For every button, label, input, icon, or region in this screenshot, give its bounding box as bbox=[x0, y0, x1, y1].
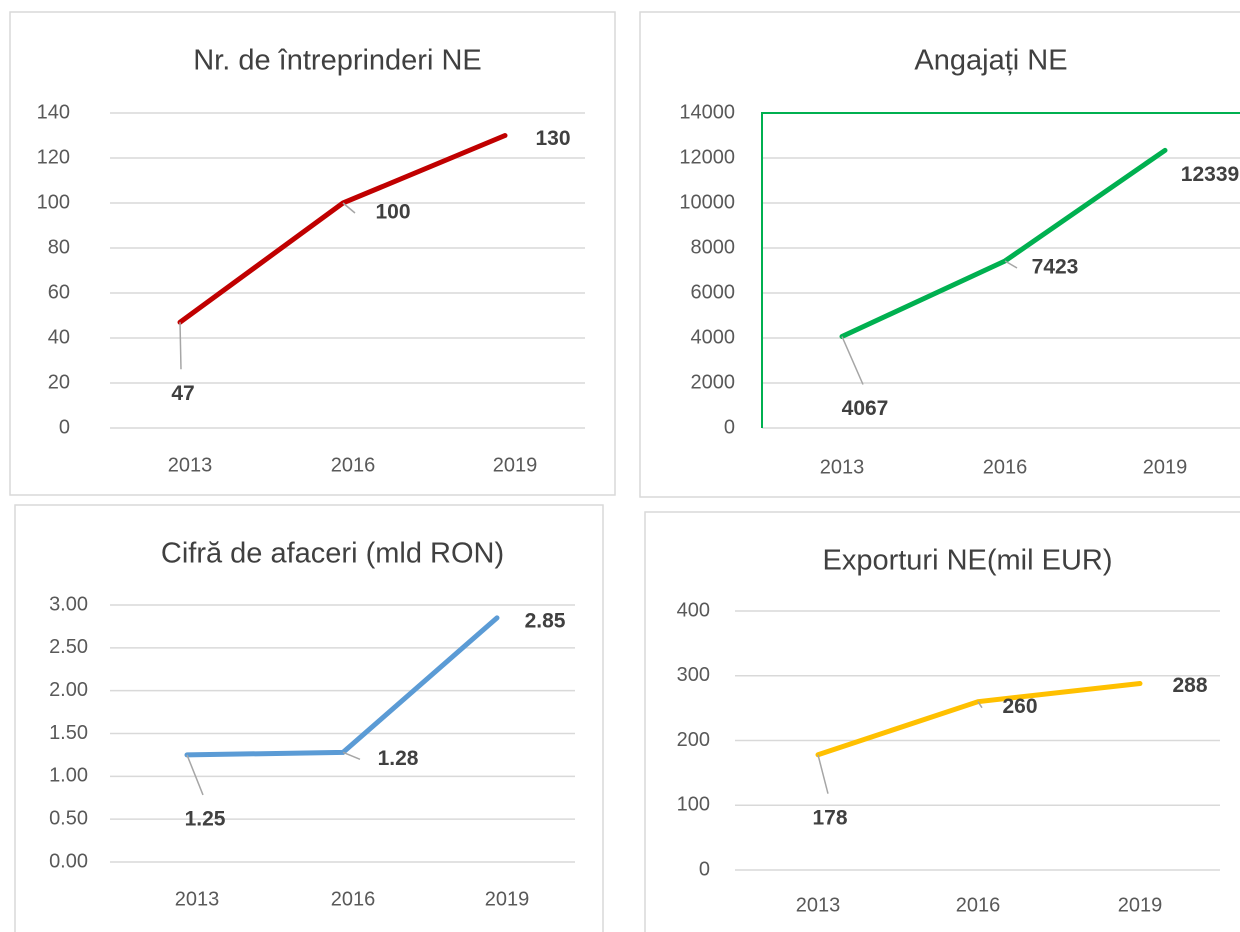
data-label: 288 bbox=[1172, 674, 1207, 697]
data-label: 1.28 bbox=[378, 747, 419, 770]
plot-frame bbox=[761, 112, 1240, 428]
chart-title: Nr. de întreprinderi NE bbox=[193, 45, 482, 77]
data-label: 2.85 bbox=[525, 609, 566, 632]
y-tick-label: 200 bbox=[677, 729, 710, 751]
x-tick-label: 2013 bbox=[796, 894, 841, 916]
data-label: 4067 bbox=[842, 397, 889, 420]
y-tick-label: 0 bbox=[59, 416, 70, 438]
data-label: 7423 bbox=[1032, 256, 1079, 279]
leader-line bbox=[977, 701, 983, 709]
leader-line bbox=[342, 751, 361, 761]
x-tick-label: 2019 bbox=[485, 888, 530, 910]
y-tick-label: 400 bbox=[677, 599, 710, 621]
y-tick-label: 1.00 bbox=[49, 765, 88, 787]
data-label: 12339 bbox=[1181, 163, 1239, 186]
x-tick-label: 2016 bbox=[331, 454, 376, 476]
y-tick-label: 2.50 bbox=[49, 636, 88, 658]
y-tick-label: 6000 bbox=[691, 281, 736, 303]
y-tick-label: 2000 bbox=[691, 371, 736, 393]
x-tick-label: 2016 bbox=[956, 894, 1001, 916]
x-tick-label: 2013 bbox=[168, 454, 213, 476]
y-tick-label: 4000 bbox=[691, 326, 736, 348]
y-tick-label: 60 bbox=[48, 281, 70, 303]
y-tick-label: 300 bbox=[677, 664, 710, 686]
y-tick-label: 0 bbox=[699, 858, 710, 880]
leader-line bbox=[1004, 260, 1018, 269]
y-tick-label: 10000 bbox=[679, 191, 735, 213]
data-label: 100 bbox=[375, 201, 410, 224]
panel bbox=[9, 11, 616, 496]
y-tick-label: 80 bbox=[48, 236, 70, 258]
y-tick-label: 3.00 bbox=[49, 593, 88, 615]
x-tick-label: 2019 bbox=[1143, 456, 1188, 478]
y-tick-label: 1.50 bbox=[49, 722, 88, 744]
data-label: 178 bbox=[812, 806, 847, 829]
y-tick-label: 12000 bbox=[679, 146, 735, 168]
y-tick-label: 20 bbox=[48, 371, 70, 393]
x-tick-label: 2013 bbox=[175, 888, 220, 910]
y-tick-label: 140 bbox=[37, 101, 70, 123]
panel bbox=[639, 11, 1240, 498]
leader-line bbox=[186, 754, 204, 796]
leader-line bbox=[817, 754, 829, 794]
leader-line bbox=[342, 202, 356, 214]
leader-line bbox=[179, 322, 182, 370]
chart-title: Angajați NE bbox=[914, 45, 1067, 77]
data-label: 130 bbox=[535, 127, 570, 150]
x-tick-label: 2019 bbox=[1118, 894, 1163, 916]
x-tick-label: 2016 bbox=[331, 888, 376, 910]
x-tick-label: 2016 bbox=[983, 456, 1028, 478]
leader-line bbox=[841, 336, 864, 385]
y-tick-label: 100 bbox=[677, 794, 710, 816]
chart-title: Cifră de afaceri (mld RON) bbox=[161, 538, 504, 570]
y-tick-label: 40 bbox=[48, 326, 70, 348]
y-tick-label: 14000 bbox=[679, 101, 735, 123]
y-tick-label: 2.00 bbox=[49, 679, 88, 701]
y-tick-label: 0 bbox=[724, 416, 735, 438]
y-tick-label: 100 bbox=[37, 191, 70, 213]
chart-title: Exporturi NE(mil EUR) bbox=[822, 545, 1112, 577]
y-tick-label: 0.50 bbox=[49, 807, 88, 829]
x-tick-label: 2019 bbox=[493, 454, 538, 476]
panel bbox=[14, 504, 604, 932]
data-label: 47 bbox=[171, 382, 194, 405]
panel bbox=[644, 511, 1240, 932]
data-label: 1.25 bbox=[185, 807, 226, 830]
y-tick-label: 120 bbox=[37, 146, 70, 168]
x-tick-label: 2013 bbox=[820, 456, 865, 478]
y-tick-label: 8000 bbox=[691, 236, 736, 258]
y-tick-label: 0.00 bbox=[49, 850, 88, 872]
data-label: 260 bbox=[1002, 695, 1037, 718]
